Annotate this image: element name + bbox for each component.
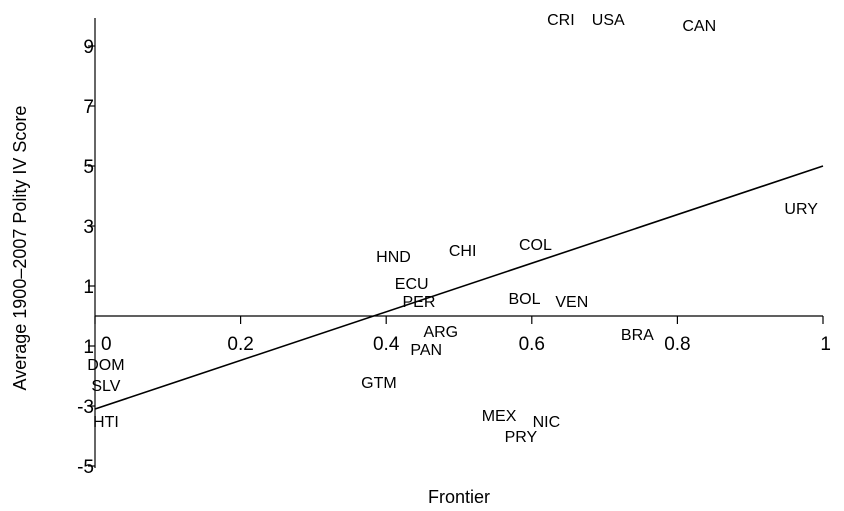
x-tick-label: 0 [101,334,112,355]
point-label-dom: DOM [87,357,124,374]
point-label-pry: PRY [505,429,538,446]
point-label-bra: BRA [621,327,654,344]
x-ticks: 0 0.2 0.4 0.6 0.8 1 [94,316,831,355]
point-label-hnd: HND [376,249,411,266]
point-label-usa: USA [592,12,625,29]
x-tick-label: 1 [820,334,831,355]
point-label-bol: BOL [509,291,541,308]
point-label-mex: MEX [482,408,517,425]
point-label-ven: VEN [555,294,588,311]
axes [94,18,823,468]
point-label-col: COL [519,237,552,254]
point-label-can: CAN [682,18,716,35]
y-tick-label: 1 [83,277,94,298]
point-label-pan: PAN [410,342,442,359]
point-label-cri: CRI [547,12,575,29]
y-tick-label: 1 [83,337,94,358]
x-axis-title: Frontier [428,487,490,507]
y-tick-label: 3 [83,217,94,238]
point-label-slv: SLV [91,378,120,395]
x-tick-label: 0.4 [373,334,400,355]
y-tick-label: 7 [83,97,94,118]
x-tick-label: 0.6 [519,334,545,355]
x-tick-label: 0.2 [227,334,253,355]
point-label-ecu: ECU [395,276,429,293]
point-label-arg: ARG [423,324,458,341]
y-tick-label: -5 [77,457,94,478]
point-label-hti: HTI [93,414,119,431]
fit-line [94,165,824,410]
y-tick-label: 9 [83,37,94,58]
y-tick-label: 5 [83,157,94,178]
y-axis-title: Average 1900–2007 Polity IV Score [10,106,30,391]
point-label-gtm: GTM [361,375,397,392]
point-label-per: PER [403,294,436,311]
y-ticks: -5 -3 1 1 3 5 7 9 [77,37,95,478]
point-label-nic: NIC [533,414,561,431]
point-label-chi: CHI [449,243,477,260]
point-label-ury: URY [784,201,818,218]
x-tick-label: 0.8 [664,334,690,355]
y-tick-label: -3 [77,397,94,418]
